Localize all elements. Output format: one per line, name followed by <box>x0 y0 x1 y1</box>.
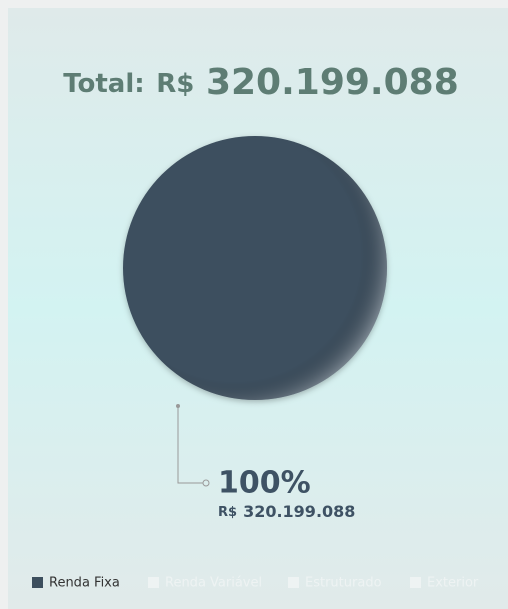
legend: Renda Fixa Renda Variável Estruturado Exter… <box>32 576 479 591</box>
title-total: 320.199.088 <box>206 62 459 103</box>
legend-swatch[interactable] <box>410 577 421 588</box>
slice-shade <box>123 136 387 400</box>
legend-swatch[interactable] <box>288 577 299 588</box>
value-label: 100% <box>218 466 311 501</box>
legend-swatch[interactable] <box>148 577 159 588</box>
amount-currency: R$ <box>218 505 237 520</box>
leader-line <box>177 406 203 484</box>
chart-title: Total: R$ 320.199.088 <box>63 62 459 103</box>
legend-swatch[interactable] <box>32 577 43 588</box>
title-label: Total: <box>63 69 144 99</box>
legend-label[interactable]: Exterior <box>427 576 479 591</box>
title-currency: R$ <box>156 69 194 99</box>
pie: 100% R$ 320.199.088 <box>123 136 387 521</box>
leader-end <box>202 479 210 487</box>
amount-label: R$ 320.199.088 <box>218 502 355 521</box>
amount-value: 320.199.088 <box>243 502 355 521</box>
legend-label[interactable]: Estruturado <box>305 576 382 591</box>
legend-label[interactable]: Renda Fixa <box>49 576 120 591</box>
legend-label[interactable]: Renda Variável <box>165 576 262 591</box>
